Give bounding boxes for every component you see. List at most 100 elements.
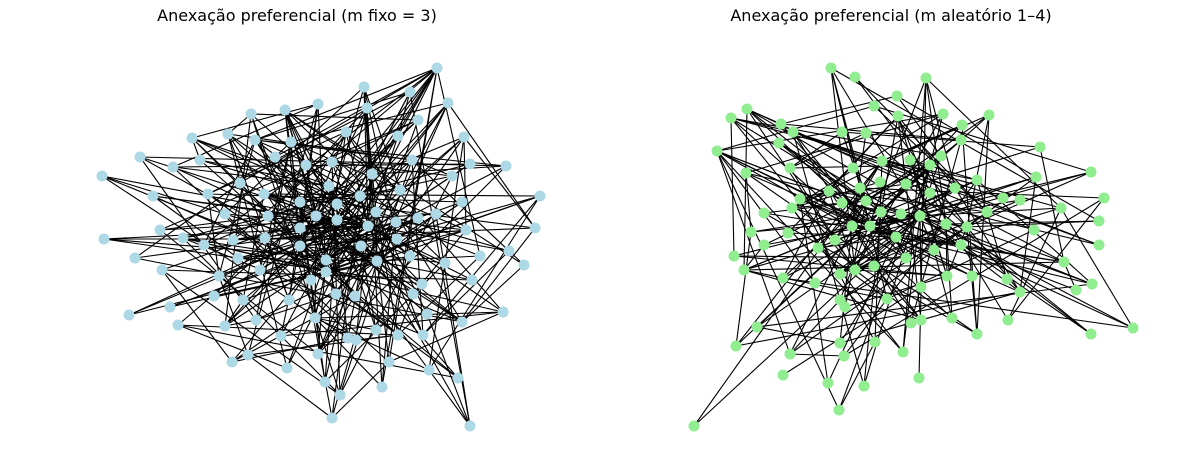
graph-edge [851, 225, 953, 319]
graph-edge [422, 195, 541, 336]
graph-edge [844, 200, 867, 308]
graph-edge [851, 225, 912, 324]
graph-edge [1007, 197, 1105, 321]
graph-node [269, 151, 281, 163]
graph-node [312, 98, 324, 110]
graph-node [981, 206, 993, 218]
graph-node [895, 208, 907, 220]
graph-edge [388, 67, 438, 363]
graph-node [222, 128, 234, 140]
graph-edge [299, 219, 338, 229]
graph-node [423, 364, 435, 376]
graph-node [812, 242, 824, 254]
graph-edge [317, 260, 378, 355]
graph-node [728, 250, 740, 262]
graph-edge [207, 91, 411, 195]
graph-edge [363, 86, 383, 388]
graph-node [164, 301, 176, 313]
graph-node [1001, 273, 1013, 285]
graph-edge [873, 105, 1092, 173]
graph-node [349, 290, 361, 302]
network-graph-fixed-m [96, 62, 546, 432]
graph-edge [789, 132, 867, 169]
graph-node [226, 356, 238, 368]
graph-edge [828, 190, 856, 271]
graph-edge [231, 295, 356, 363]
graph-node [242, 349, 254, 361]
graph-edge [895, 236, 973, 277]
graph-edge [745, 172, 867, 202]
graph-panel-fixed-m: Anexação preferencial (m fixo = 3) [96, 6, 546, 432]
graph-edge [693, 215, 921, 427]
graph-edge [756, 326, 841, 344]
graph-edge [218, 139, 256, 277]
graph-edge [335, 245, 362, 295]
graph-edge [134, 257, 463, 323]
graph-edge [242, 193, 265, 301]
graph-edge [242, 159, 413, 301]
graph-edge [799, 183, 907, 200]
graph-edge [447, 102, 536, 229]
graph-node [777, 272, 789, 284]
graph-edge [461, 227, 536, 323]
graph-edge [869, 225, 948, 277]
graph-edge [376, 260, 471, 427]
graph-node [464, 158, 476, 170]
graph-edge [325, 217, 419, 273]
graph-edge [359, 175, 453, 197]
graph-edge [255, 141, 292, 321]
graph-node [294, 240, 306, 252]
graph-edge [428, 195, 541, 371]
graph-node [1070, 284, 1082, 296]
graph-node [355, 240, 367, 252]
graph-node [775, 118, 787, 130]
graph-node [891, 90, 903, 102]
graph-edge [865, 132, 968, 228]
graph-edge [859, 187, 1100, 246]
graph-edge [345, 131, 463, 323]
graph-edge [782, 200, 867, 279]
graph-node [725, 112, 737, 124]
edges-fixed-m [101, 67, 541, 427]
graph-node [404, 250, 416, 262]
graph-edge [863, 164, 931, 387]
graph-edge [314, 317, 383, 388]
graph-node [928, 244, 940, 256]
graph-edge [745, 172, 752, 233]
graph-edge [789, 131, 843, 169]
graph-node [946, 312, 958, 324]
graph-edge [274, 67, 438, 158]
graph-edge [299, 131, 347, 247]
graph-edge [375, 211, 428, 315]
graph-node [305, 274, 317, 286]
graph-node [177, 232, 189, 244]
graph-node [777, 369, 789, 381]
graph-edge [839, 236, 897, 275]
graph-edge [782, 277, 1134, 329]
graph-node [971, 174, 983, 186]
graph-node [834, 337, 846, 349]
graph-edge [792, 131, 1100, 246]
graph-node [446, 170, 458, 182]
graph-edge [896, 95, 1037, 178]
graph-edge [388, 311, 504, 363]
graph-node [860, 127, 872, 139]
graph-node [275, 330, 287, 342]
graph-node [849, 71, 861, 83]
graph-node [376, 381, 388, 393]
graph-node [227, 234, 239, 246]
graph-edge [1060, 207, 1134, 329]
graph-node [245, 108, 257, 120]
graph-node [534, 190, 546, 202]
graph-node [262, 210, 274, 222]
graph-node [466, 274, 478, 286]
graph-node [935, 150, 947, 162]
graph-node [833, 404, 845, 416]
graph-node [1014, 286, 1026, 298]
graph-node [320, 266, 332, 278]
graph-edge [902, 215, 921, 353]
graph-node [809, 277, 821, 289]
graph-edge [247, 354, 333, 419]
graph-node [518, 259, 530, 271]
graph-edge [841, 202, 897, 238]
